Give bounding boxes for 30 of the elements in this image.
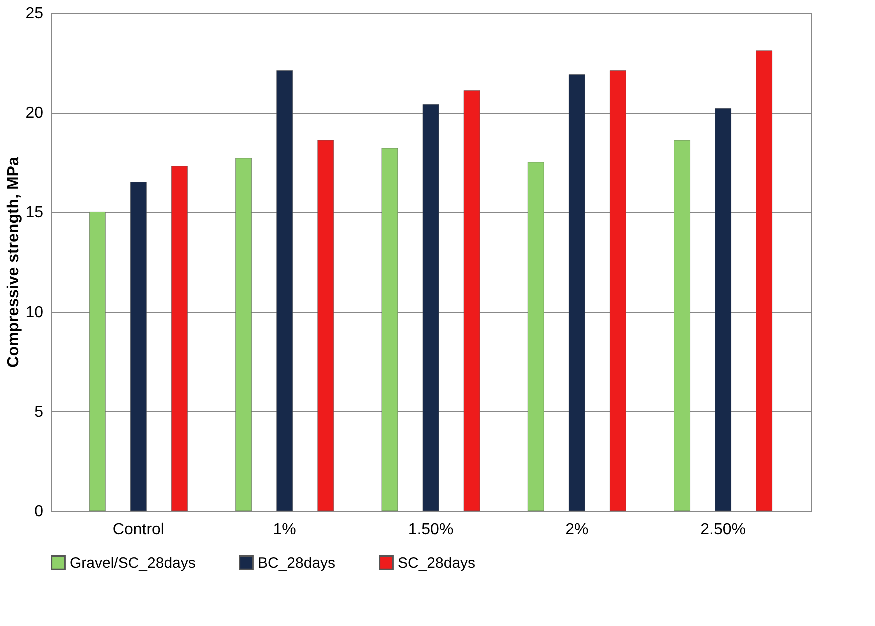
y-tick-label: 5 [34, 404, 44, 421]
y-tick-label: 10 [26, 304, 44, 322]
bar [276, 70, 293, 512]
legend-label: BC_28days [258, 554, 336, 572]
x-tick-label: Control [112, 522, 164, 538]
bar [130, 182, 147, 512]
x-tick-label: 2% [566, 522, 589, 538]
bar [569, 74, 586, 512]
bar [528, 162, 544, 512]
y-tick-label: 0 [34, 504, 44, 520]
bar [422, 104, 440, 512]
bar [610, 70, 626, 512]
bar [464, 90, 480, 512]
x-tick-label: 2.50% [700, 522, 746, 538]
y-axis-title: Compressive strength, MPa [6, 157, 23, 368]
bar [674, 140, 690, 512]
bar [382, 148, 398, 512]
bar [90, 212, 106, 512]
y-tick-label: 20 [26, 105, 44, 122]
y-tick-label: 25 [26, 6, 44, 22]
bar [172, 166, 188, 512]
bar [715, 108, 732, 512]
bar [236, 158, 252, 512]
bar [318, 140, 334, 512]
legend-label: SC_28days [398, 554, 476, 572]
x-tick-label: 1.50% [408, 522, 454, 538]
bar [756, 50, 772, 512]
legend-label: Gravel/SC_28days [70, 554, 196, 572]
y-tick-label: 15 [26, 204, 44, 222]
x-tick-label: 1% [273, 522, 296, 538]
